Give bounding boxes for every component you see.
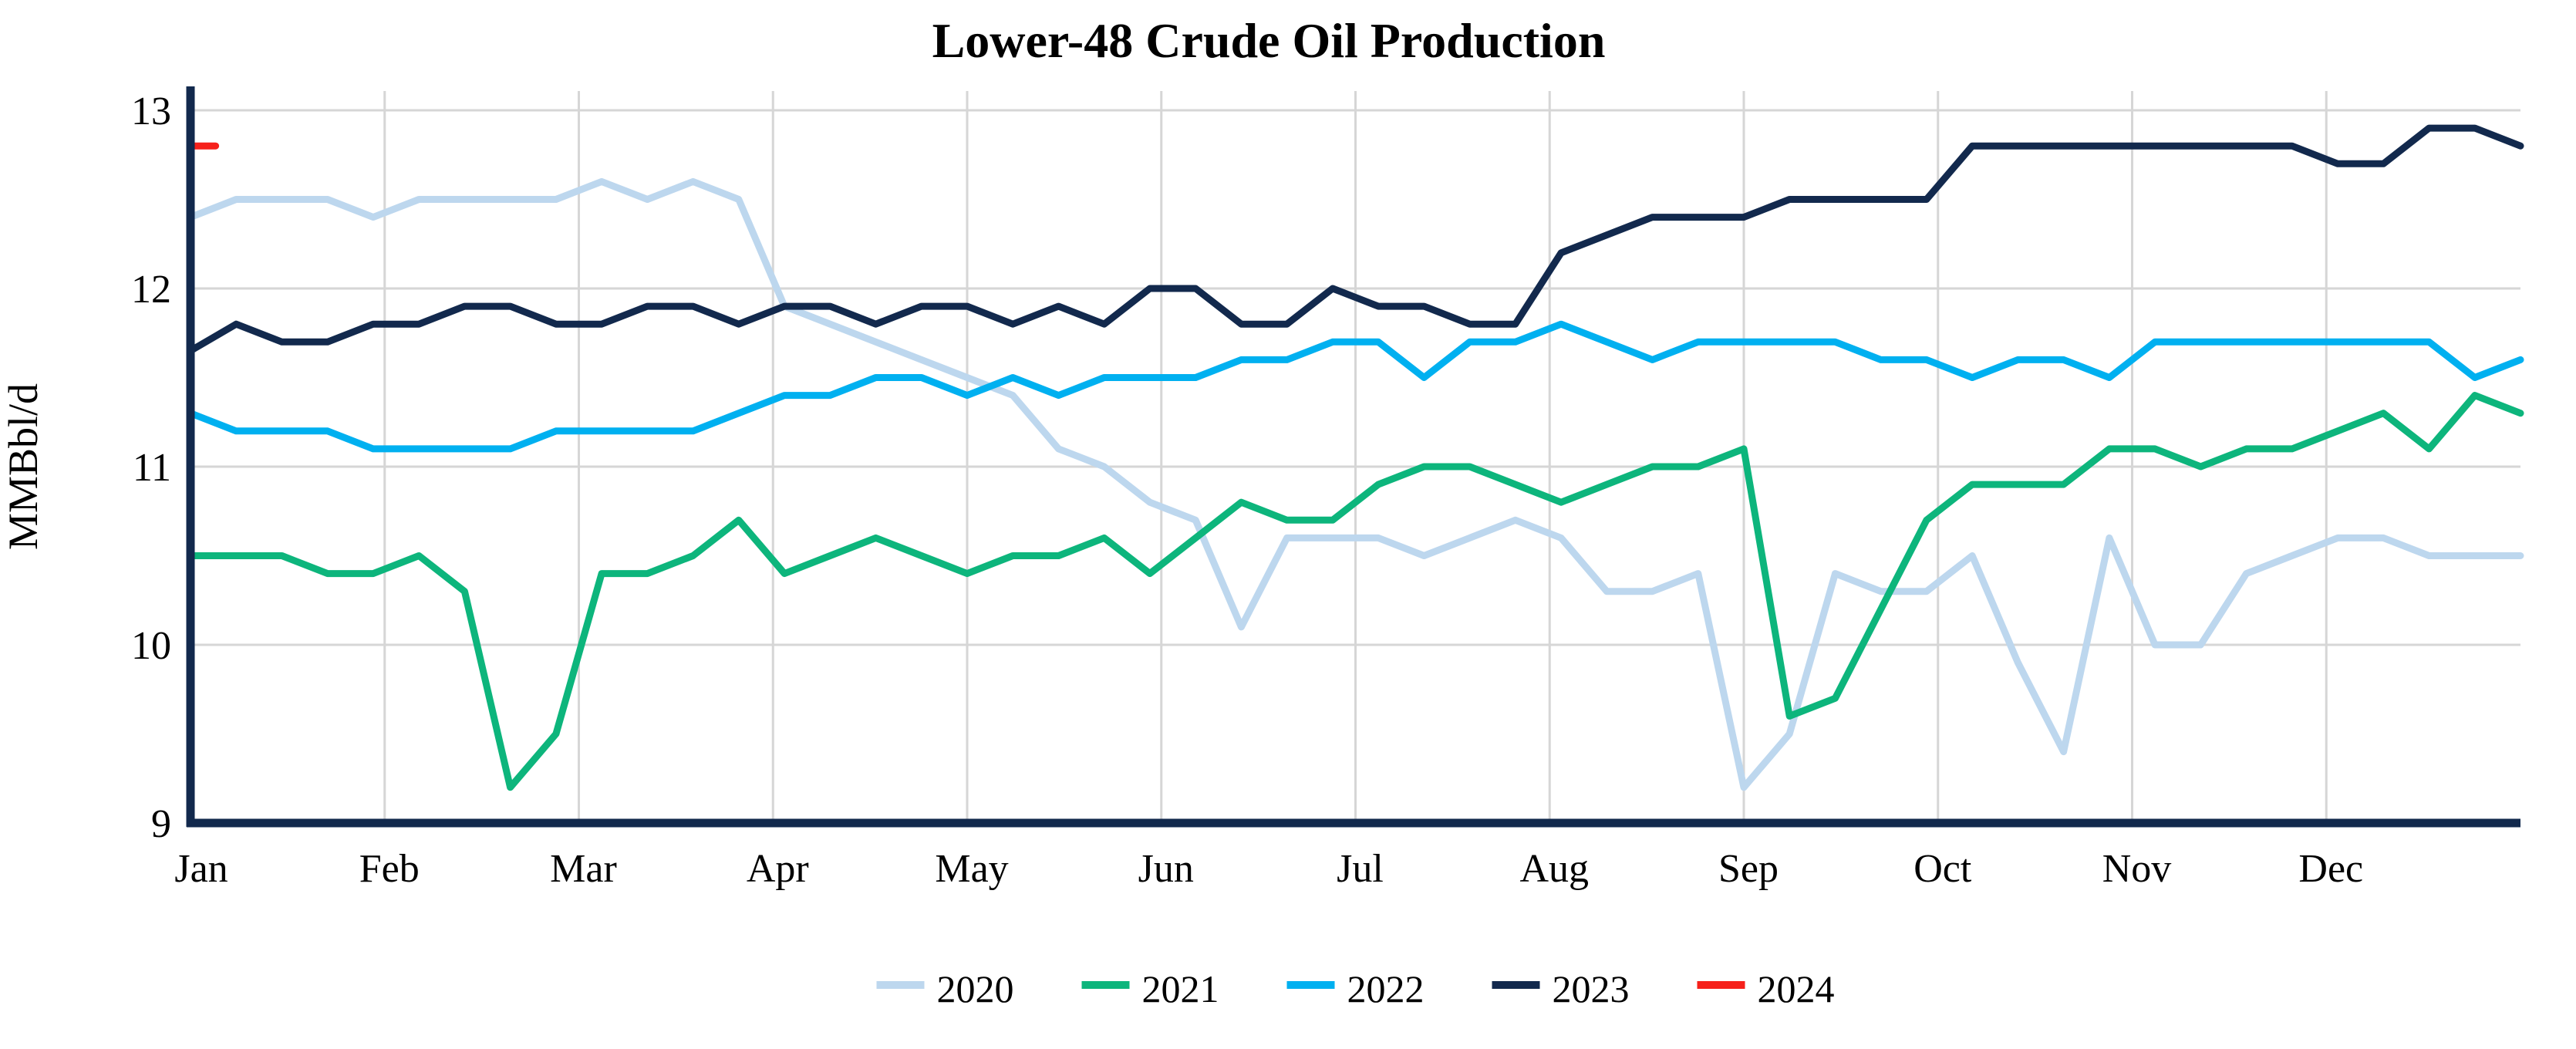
legend-label-2023: 2023 — [1553, 967, 1630, 1010]
legend-label-2022: 2022 — [1347, 967, 1425, 1010]
y-tick-label-9: 9 — [151, 802, 171, 846]
legend-swatch-2023 — [1492, 981, 1540, 989]
x-month-label-Jul: Jul — [1337, 847, 1384, 891]
x-month-label-Aug: Aug — [1519, 847, 1589, 891]
legend-label-2021: 2021 — [1142, 967, 1219, 1010]
legend-item-2024: 2024 — [1697, 967, 1835, 1010]
x-month-label-Jan: Jan — [174, 847, 228, 891]
y-tick-label-11: 11 — [133, 446, 171, 490]
y-tick-label-12: 12 — [131, 268, 171, 312]
legend-label-2020: 2020 — [937, 967, 1014, 1010]
legend-item-2023: 2023 — [1492, 967, 1630, 1010]
legend-swatch-2022 — [1286, 981, 1335, 989]
legend-swatch-2024 — [1697, 981, 1745, 989]
x-month-label-Jun: Jun — [1138, 847, 1194, 891]
y-tick-label-10: 10 — [131, 624, 171, 668]
legend-item-2022: 2022 — [1286, 967, 1425, 1010]
x-month-label-Dec: Dec — [2298, 847, 2363, 891]
gridlines — [191, 91, 2520, 823]
axes — [186, 86, 2520, 828]
x-month-labels: Jan Feb Mar Apr May Jun Jul Aug Sep Oct Nov Dec — [174, 847, 2363, 891]
y-tick-label-13: 13 — [131, 89, 171, 133]
legend-item-2021: 2021 — [1081, 967, 1219, 1010]
x-month-label-May: May — [935, 847, 1008, 891]
chart-title: Lower-48 Crude Oil Production — [932, 13, 1606, 68]
y-tick-labels: 13 12 11 10 9 — [131, 89, 171, 846]
y-axis-title: MMBbl/d — [0, 383, 46, 550]
x-month-label-Apr: Apr — [747, 847, 809, 891]
legend-item-2020: 2020 — [876, 967, 1014, 1010]
x-month-label-Sep: Sep — [1718, 847, 1779, 891]
x-month-label-Mar: Mar — [550, 847, 617, 891]
legend-swatch-2020 — [876, 981, 925, 989]
series-lines — [187, 124, 2524, 791]
series-line-2020 — [187, 177, 2524, 791]
legend-swatch-2021 — [1081, 981, 1130, 989]
series-line-2022 — [187, 320, 2524, 453]
x-month-label-Feb: Feb — [359, 847, 420, 891]
legend-label-2024: 2024 — [1758, 967, 1835, 1010]
series-line-2021 — [187, 392, 2524, 791]
series-line-2023 — [187, 124, 2524, 355]
x-month-label-Oct: Oct — [1913, 847, 1972, 891]
legend: 2020 2021 2022 2023 2024 — [876, 967, 1835, 1010]
x-month-label-Nov: Nov — [2102, 847, 2172, 891]
